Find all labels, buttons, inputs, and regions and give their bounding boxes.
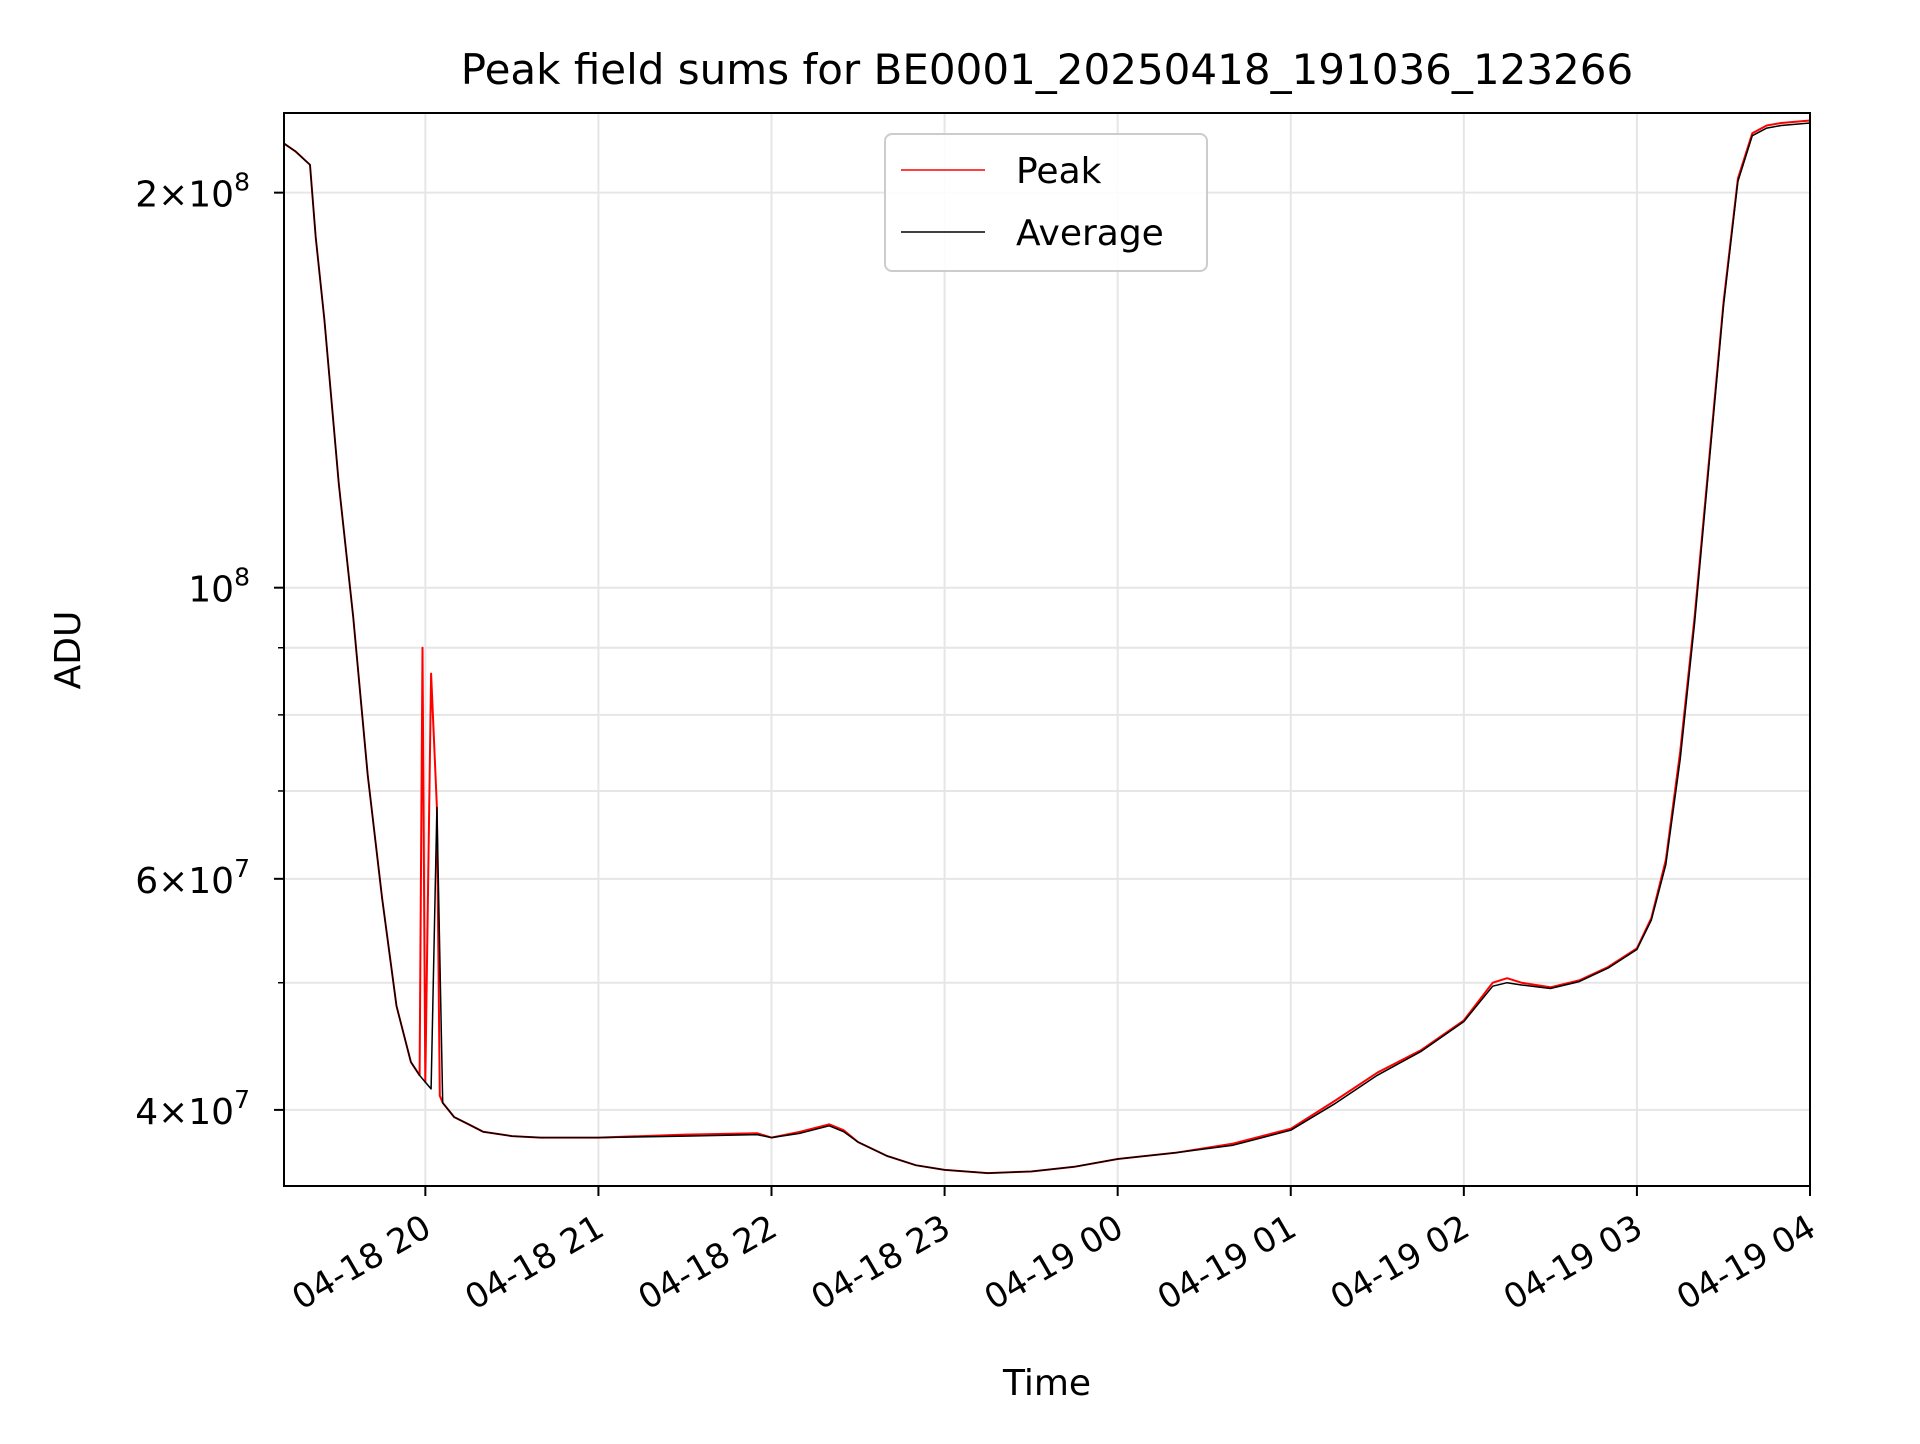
y-tick-label: 4×107: [135, 1085, 250, 1133]
legend-label-peak: Peak: [1016, 151, 1102, 192]
legend-label-average: Average: [1016, 213, 1164, 254]
legend-box: [884, 133, 1208, 272]
legend: Peak Average: [884, 133, 1208, 272]
series-line-average: [283, 122, 1811, 1174]
y-tick-label: 2×108: [135, 168, 250, 216]
y-axis-label: ADU: [48, 611, 89, 690]
y-tick-label: 6×107: [135, 854, 250, 902]
chart-title: Peak field sums for BE0001_20250418_1910…: [461, 45, 1633, 94]
series-layer: [283, 119, 1811, 1175]
plot-frame: [283, 112, 1811, 1187]
x-axis-label: Time: [1002, 1363, 1091, 1404]
